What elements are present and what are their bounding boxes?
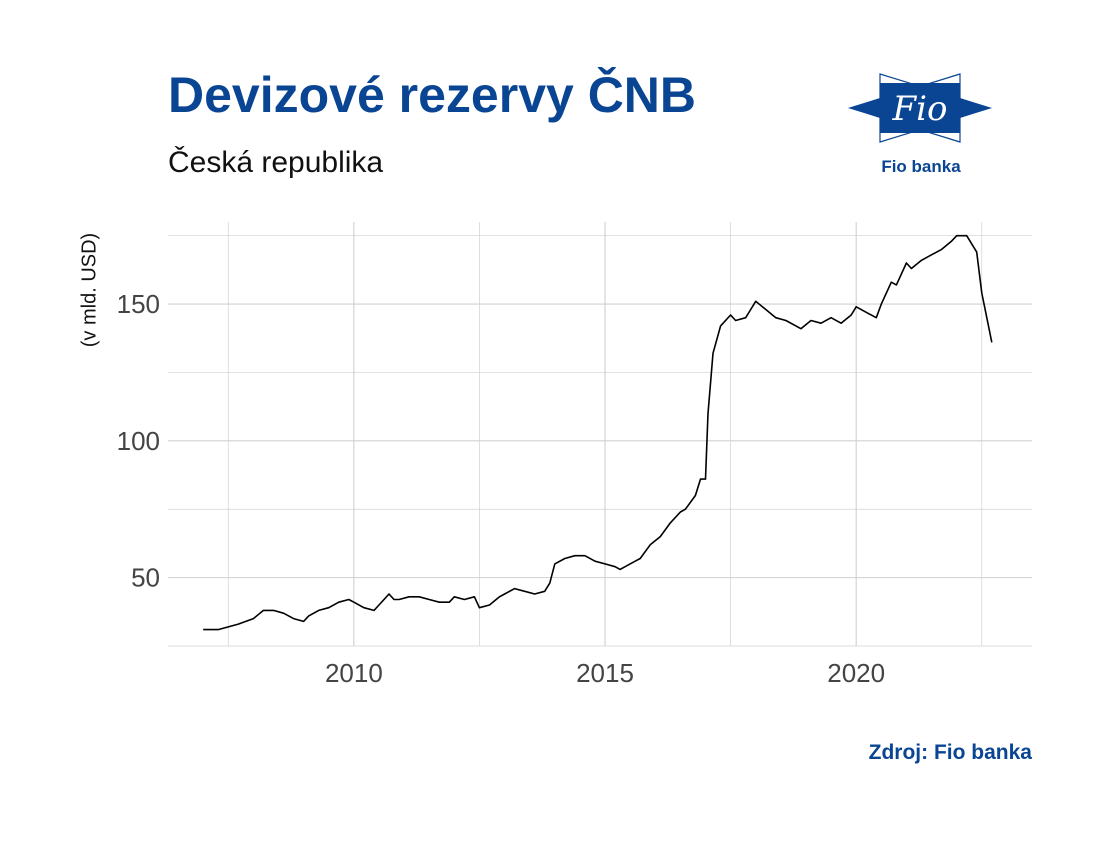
logo-mark-text: Fio (892, 89, 948, 129)
x-tick-label: 2020 (827, 658, 885, 688)
y-tick-label: 150 (117, 289, 160, 319)
chart-subtitle: Česká republika (168, 146, 384, 179)
series-layer (203, 234, 993, 631)
fio-logo: Fio Fio banka (848, 0, 994, 200)
chart-title: Devizové rezervy ČNB (168, 67, 697, 123)
y-tick-label: 100 (117, 426, 160, 456)
source-note: Zdroj: Fio banka (868, 741, 1032, 764)
x-tick-label: 2015 (576, 658, 634, 688)
x-tick-label: 2010 (325, 658, 383, 688)
fio-logo-icon: Fio (848, 73, 993, 143)
grid-layer (168, 222, 1032, 647)
y-tick-label: 50 (131, 563, 160, 593)
tick-layer: 2010 2015 2020 50 100 150 (117, 289, 885, 688)
logo-caption: Fio banka (881, 157, 961, 176)
series-line (203, 234, 993, 631)
